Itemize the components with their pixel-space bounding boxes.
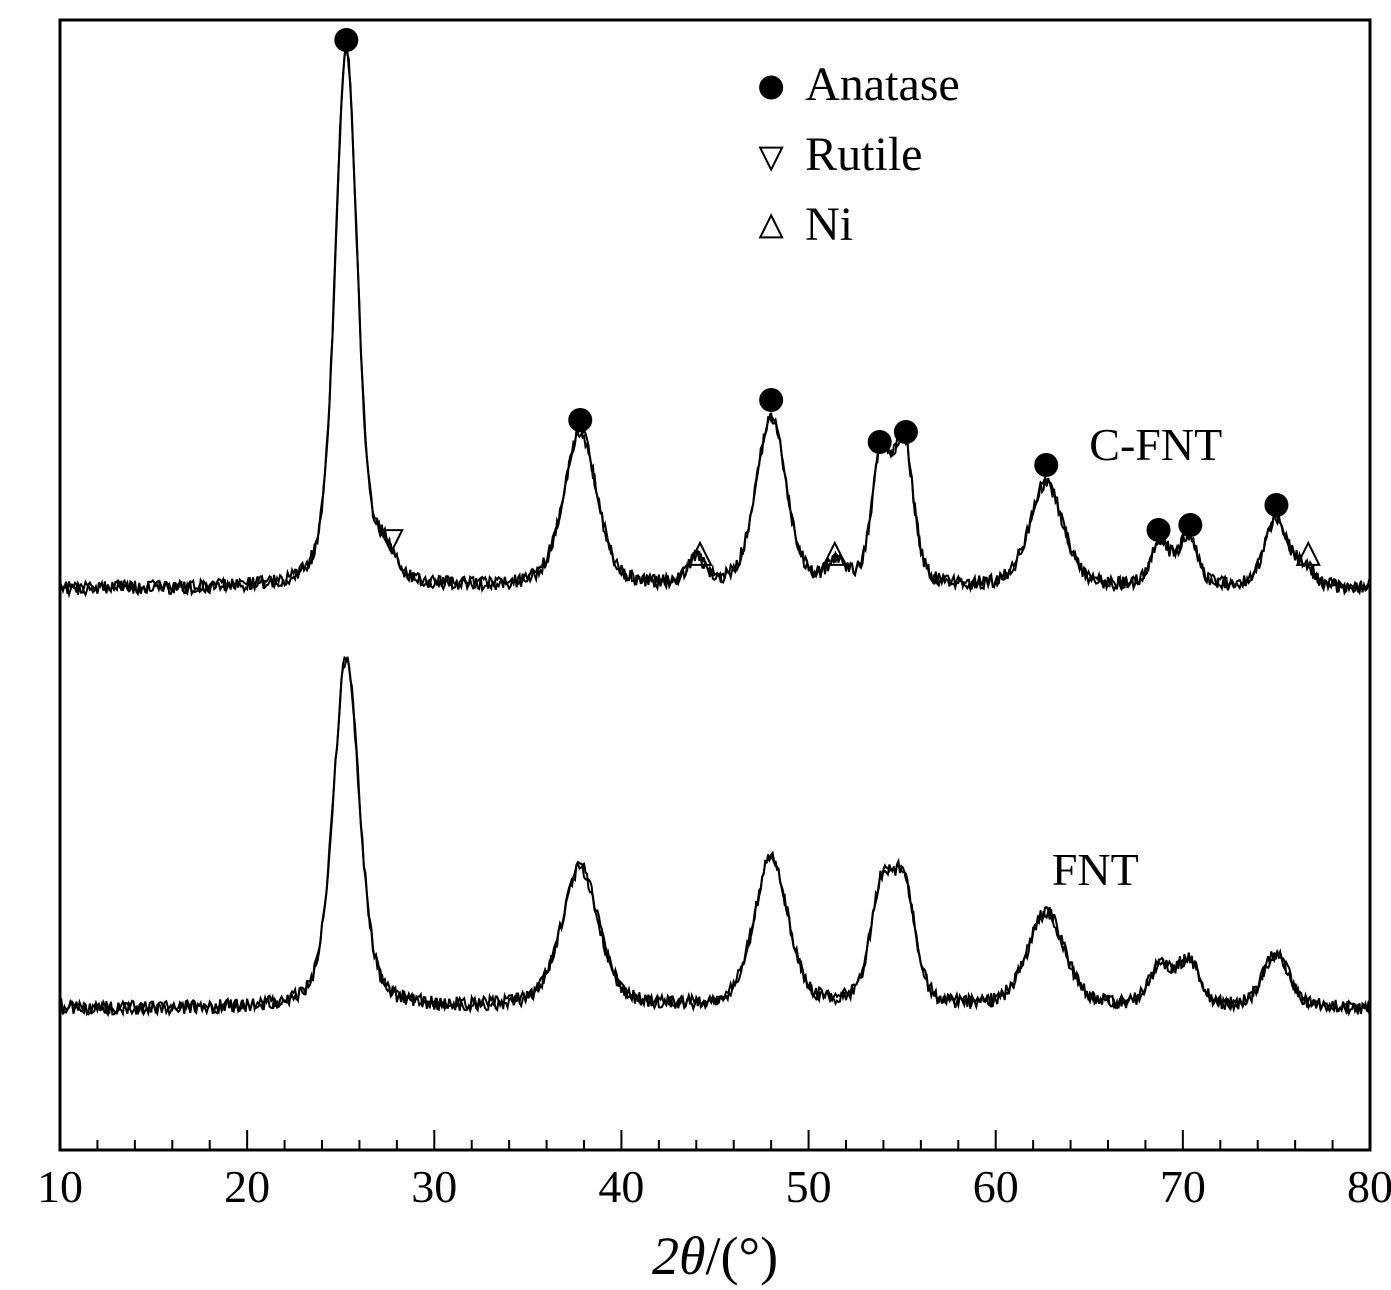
trace-label-CFNT: C-FNT — [1089, 419, 1222, 470]
x-tick-label: 40 — [598, 1161, 644, 1212]
trace-CFNT — [60, 44, 1370, 595]
legend-label: Anatase — [805, 58, 960, 111]
trace-label-FNT: FNT — [1052, 844, 1139, 895]
trace-FNT — [60, 657, 1370, 1015]
marker-anatase — [1034, 453, 1058, 477]
x-tick-label: 10 — [37, 1161, 83, 1212]
legend-label: Rutile — [805, 128, 922, 181]
marker-rutile — [760, 148, 782, 170]
trace-CFNT — [60, 51, 1370, 595]
marker-anatase — [334, 28, 358, 52]
marker-ni — [760, 215, 782, 237]
marker-anatase — [1264, 493, 1288, 517]
marker-anatase — [759, 76, 783, 100]
x-axis-label: 2θ/(°) — [652, 1226, 778, 1286]
x-tick-label: 30 — [411, 1161, 457, 1212]
marker-anatase — [894, 420, 918, 444]
x-tick-label: 80 — [1347, 1161, 1391, 1212]
marker-anatase — [759, 388, 783, 412]
marker-anatase — [868, 430, 892, 454]
legend-label: Ni — [805, 198, 853, 251]
x-tick-label: 20 — [224, 1161, 270, 1212]
marker-anatase — [1147, 518, 1171, 542]
marker-anatase — [1178, 513, 1202, 537]
xrd-chart: 10 20 30 40 50 60 70 80 2θ/(°) C-FNT FNT Anatase Rut… — [0, 0, 1391, 1290]
trace-FNT — [60, 658, 1370, 1015]
x-tick-label: 70 — [1160, 1161, 1206, 1212]
x-tick-label: 60 — [973, 1161, 1019, 1212]
x-tick-label: 50 — [786, 1161, 832, 1212]
marker-anatase — [568, 408, 592, 432]
